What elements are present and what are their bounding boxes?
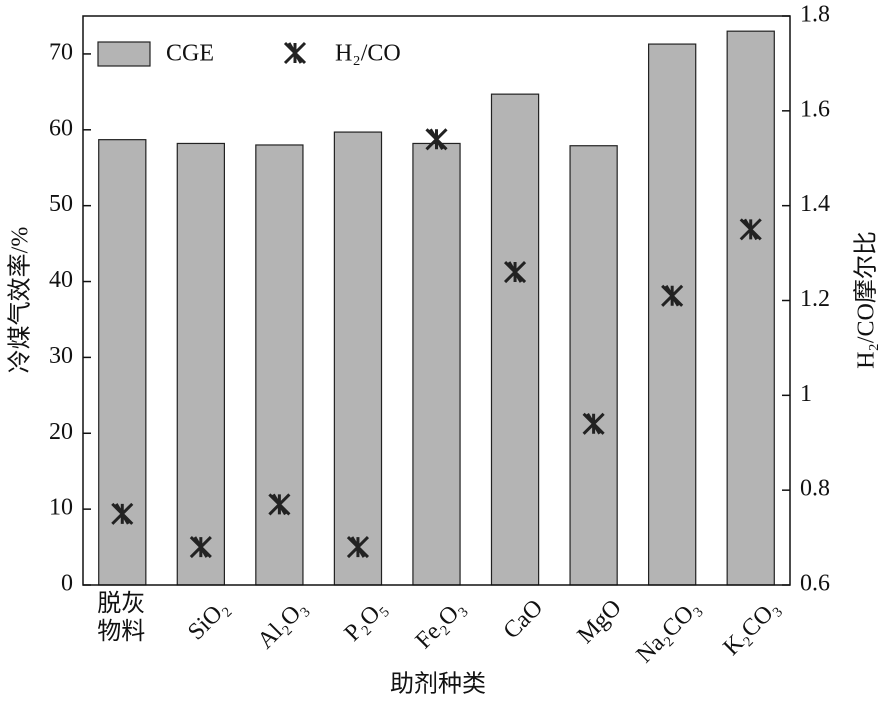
y-tick-label: 0 bbox=[61, 571, 73, 597]
bar bbox=[333, 131, 383, 586]
bar bbox=[726, 30, 775, 586]
marker bbox=[661, 284, 684, 307]
marker bbox=[739, 218, 762, 241]
bar bbox=[412, 142, 461, 586]
legend-label: CGE bbox=[166, 41, 214, 67]
bar bbox=[176, 142, 225, 586]
y-tick-label: 70 bbox=[49, 39, 73, 65]
marker bbox=[425, 128, 448, 151]
marker bbox=[503, 260, 527, 284]
y2-tick-label: 0.6 bbox=[800, 571, 830, 597]
y-tick-label: 60 bbox=[49, 115, 73, 141]
y-tick-label: 10 bbox=[49, 495, 73, 521]
y2-tick-label: 0.8 bbox=[800, 476, 830, 502]
y-tick-label: 50 bbox=[49, 191, 73, 217]
y2-axis-label: H₂/CO摩尔比 bbox=[853, 231, 880, 369]
marker bbox=[268, 493, 291, 516]
bar bbox=[647, 43, 697, 586]
y-tick-label: 20 bbox=[49, 419, 73, 445]
y2-tick-label: 1.4 bbox=[800, 191, 830, 217]
y-tick-label: 40 bbox=[49, 267, 73, 293]
x-tick-label: 脱灰物料 bbox=[97, 591, 146, 645]
marker bbox=[582, 412, 605, 435]
legend-swatch bbox=[97, 41, 151, 67]
marker bbox=[189, 536, 212, 559]
y-tick-label: 30 bbox=[49, 343, 73, 369]
marker bbox=[111, 502, 134, 525]
bar bbox=[490, 93, 540, 586]
plot-frame bbox=[82, 15, 791, 586]
y2-tick-label: 1.8 bbox=[800, 2, 830, 28]
y2-tick-label: 1.6 bbox=[800, 96, 830, 122]
legend-marker bbox=[283, 41, 307, 65]
x-axis-label: 助剂种类 bbox=[390, 671, 486, 698]
y2-tick-label: 1.2 bbox=[800, 286, 830, 312]
y2-tick-label: 1 bbox=[800, 381, 812, 407]
legend-label: H₂/CO bbox=[335, 41, 401, 67]
bar bbox=[255, 144, 304, 586]
bar bbox=[569, 145, 618, 586]
marker bbox=[346, 536, 370, 559]
y-axis-label: 冷煤气效率/% bbox=[7, 227, 34, 374]
